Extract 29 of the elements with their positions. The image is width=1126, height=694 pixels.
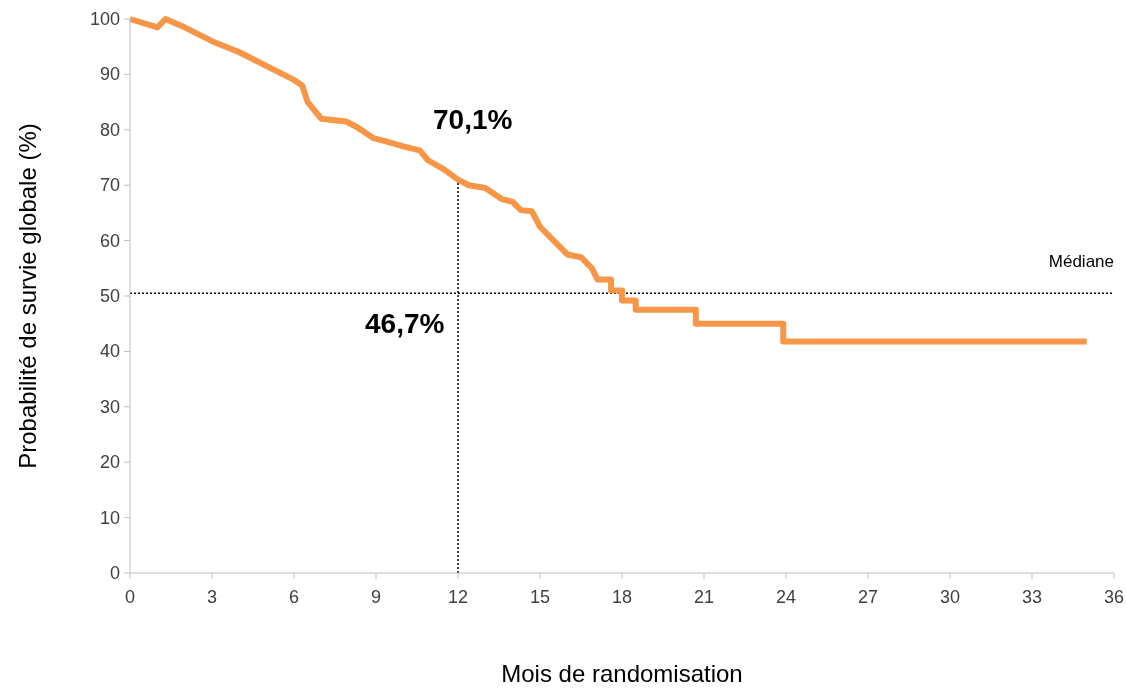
x-tick-label: 12 <box>447 587 469 607</box>
y-tick-label: 0 <box>109 563 120 583</box>
y-tick-label: 60 <box>99 230 120 251</box>
x-tick-label: 18 <box>611 587 633 607</box>
x-tick-label: 6 <box>288 587 300 607</box>
x-tick-label: 27 <box>857 587 879 607</box>
y-tick-label: 10 <box>99 507 120 528</box>
y-tick-label: 90 <box>99 64 120 85</box>
y-tick-label: 50 <box>99 286 120 306</box>
y-axis-title: Probabilité de survie globale (%) <box>14 123 41 469</box>
x-tick-label: 30 <box>939 587 961 607</box>
x-tick-label: 36 <box>1103 587 1125 607</box>
ref-line-label: Médiane <box>1048 252 1114 272</box>
y-tick-label: 30 <box>99 396 120 417</box>
x-tick-label: 33 <box>1021 587 1043 607</box>
annotation: 70,1% <box>433 104 513 135</box>
y-tick-label: 80 <box>99 119 120 140</box>
x-axis-title: Mois de randomisation <box>501 660 743 687</box>
x-tick-label: 24 <box>775 587 797 607</box>
y-tick-label: 70 <box>99 175 120 196</box>
x-tick-label: 9 <box>370 587 382 607</box>
x-tick-label: 21 <box>693 587 715 607</box>
x-tick-label: 0 <box>124 587 136 607</box>
y-tick-label: 40 <box>99 341 120 362</box>
y-tick-label: 20 <box>99 452 120 473</box>
y-tick-label: 100 <box>89 9 120 29</box>
x-tick-label: 3 <box>206 587 218 607</box>
x-tick-label: 15 <box>529 587 551 607</box>
annotation: 46,7% <box>365 308 445 339</box>
